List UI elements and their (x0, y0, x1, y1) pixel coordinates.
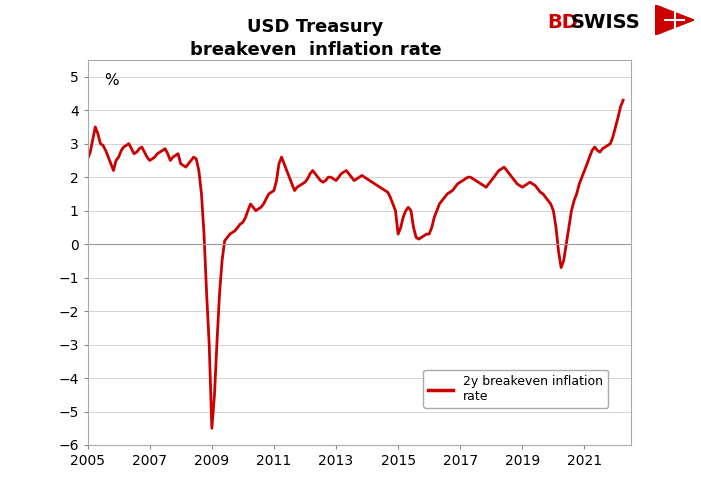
Text: %: % (104, 74, 118, 88)
Text: USD Treasury
breakeven  inflation rate: USD Treasury breakeven inflation rate (190, 18, 441, 59)
Text: SWISS: SWISS (571, 12, 641, 32)
Polygon shape (655, 5, 694, 35)
Legend: 2y breakeven inflation
rate: 2y breakeven inflation rate (423, 370, 608, 408)
Text: BD: BD (547, 12, 578, 32)
